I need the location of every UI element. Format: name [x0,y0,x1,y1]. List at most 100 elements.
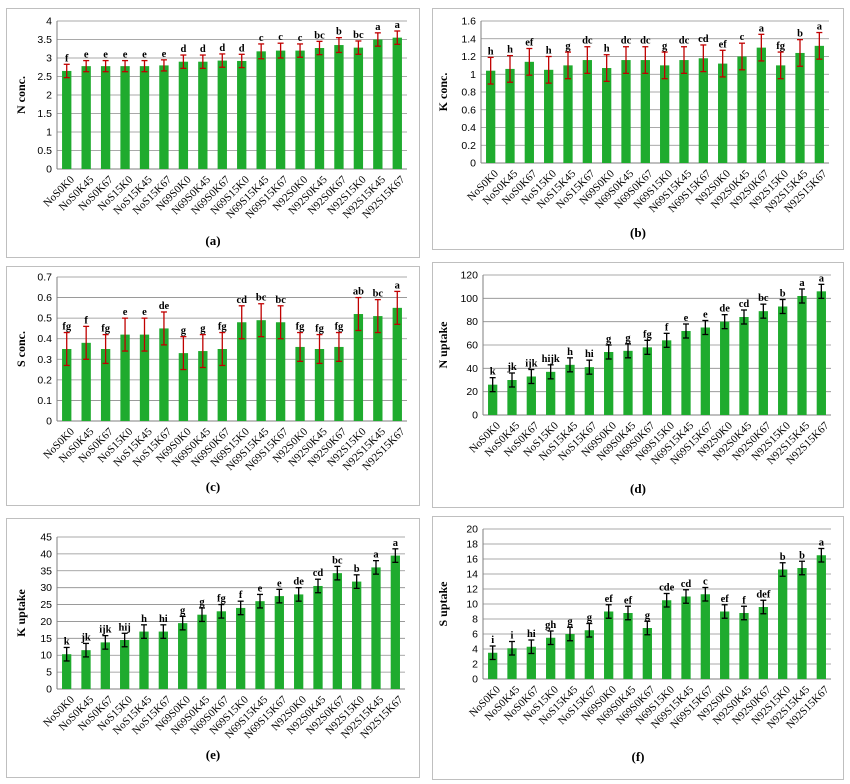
significance-label: jk [506,362,516,373]
bar [139,631,149,689]
significance-label: de [719,304,730,315]
bar [604,611,614,679]
significance-label: bc [373,289,384,300]
significance-label: c [703,577,708,588]
bar [275,322,286,421]
significance-label: k [490,367,496,378]
y-tick-label: 6 [472,629,478,641]
bar [486,70,496,163]
y-tick-label: 15 [40,633,52,645]
y-tick-label: 18 [466,539,478,551]
bar [353,47,364,169]
significance-label: bc [275,295,286,306]
significance-label: f [65,53,69,64]
panel-caption: (a) [205,233,220,248]
y-tick-label: 20 [40,616,52,628]
significance-label: g [199,597,205,608]
significance-label: cde [659,583,675,594]
significance-label: k [64,636,70,647]
bar [488,652,498,679]
bar [621,60,631,163]
significance-label: d [239,43,245,54]
bar [255,601,265,689]
bar [524,61,534,164]
significance-label: g [200,324,206,335]
significance-label: cd [681,579,692,590]
bar [623,350,633,415]
significance-label: a [819,538,825,549]
y-tick-label: 0.6 [37,292,52,304]
bar [198,61,208,170]
panel-caption: (e) [206,747,220,762]
y-axis-label: S conc. [14,331,28,367]
significance-label: bc [332,555,343,566]
y-tick-label: 1.2 [461,51,476,63]
bar [256,320,266,421]
significance-label: f [665,322,669,333]
bar [698,58,708,163]
bar [390,555,400,689]
y-tick-label: 120 [460,270,478,282]
bar [274,596,284,689]
chart-panel-d: 0 20 40 60 80 100 120 N uptake k NoS0K0 jk NoS0K45 i… [432,262,844,508]
significance-label: dc [621,36,632,47]
y-axis-label: S uptake [436,581,450,627]
bar [778,306,788,415]
significance-label: g [645,610,651,621]
significance-label: a [817,22,823,33]
y-tick-label: 20 [466,386,478,398]
significance-label: ef [719,39,728,50]
significance-label: g [625,333,631,344]
y-tick-label: 8 [472,614,478,626]
bar [739,613,749,679]
bar [507,648,517,679]
bar [565,634,575,679]
bar [81,650,91,689]
bar [100,642,110,689]
y-tick-label: 60 [466,340,478,352]
significance-label: hijk [542,354,560,365]
bar [159,328,169,421]
y-tick-label: 0.2 [37,374,52,386]
significance-label: c [298,33,303,44]
y-tick-label: 3.5 [37,34,52,46]
chart-svg: 00.511.522.533.54N conc.fNoS0K0eNoS0K45e… [14,16,408,249]
chart-panel-c: 0 0.1 0.2 0.3 0.4 0.5 0.6 0.7 S conc. fg NoS0K0 f No… [6,266,420,506]
y-tick-label: 40 [466,363,478,375]
significance-label: e [123,307,128,318]
significance-label: h [507,45,513,56]
significance-label: c [740,32,745,43]
bar [373,39,383,169]
bar [295,50,305,169]
panel-caption: (f) [632,749,645,764]
bar [62,349,72,421]
panel-caption: (c) [206,479,220,494]
bar [198,351,208,421]
significance-label: jk [80,632,90,643]
y-tick-label: 0.8 [461,87,476,99]
bar [544,69,554,163]
bar [816,555,826,679]
bar [679,60,689,163]
bar [642,628,652,679]
significance-label: ef [525,38,534,49]
y-tick-label: 1.5 [37,108,52,120]
bar [797,296,807,415]
significance-label: c [259,33,264,44]
significance-label: f [239,590,243,601]
bar [563,65,573,163]
significance-label: fg [643,329,652,340]
y-tick-label: 4 [472,644,478,656]
bar [700,594,710,679]
bar [737,56,747,163]
y-tick-label: 80 [466,316,478,328]
significance-label: d [180,44,186,55]
bar [332,573,342,689]
bar [314,349,325,421]
significance-label: h [567,347,573,358]
significance-label: bc [256,293,267,304]
bar [681,596,691,679]
bar [776,65,786,163]
y-tick-label: 100 [460,293,478,305]
